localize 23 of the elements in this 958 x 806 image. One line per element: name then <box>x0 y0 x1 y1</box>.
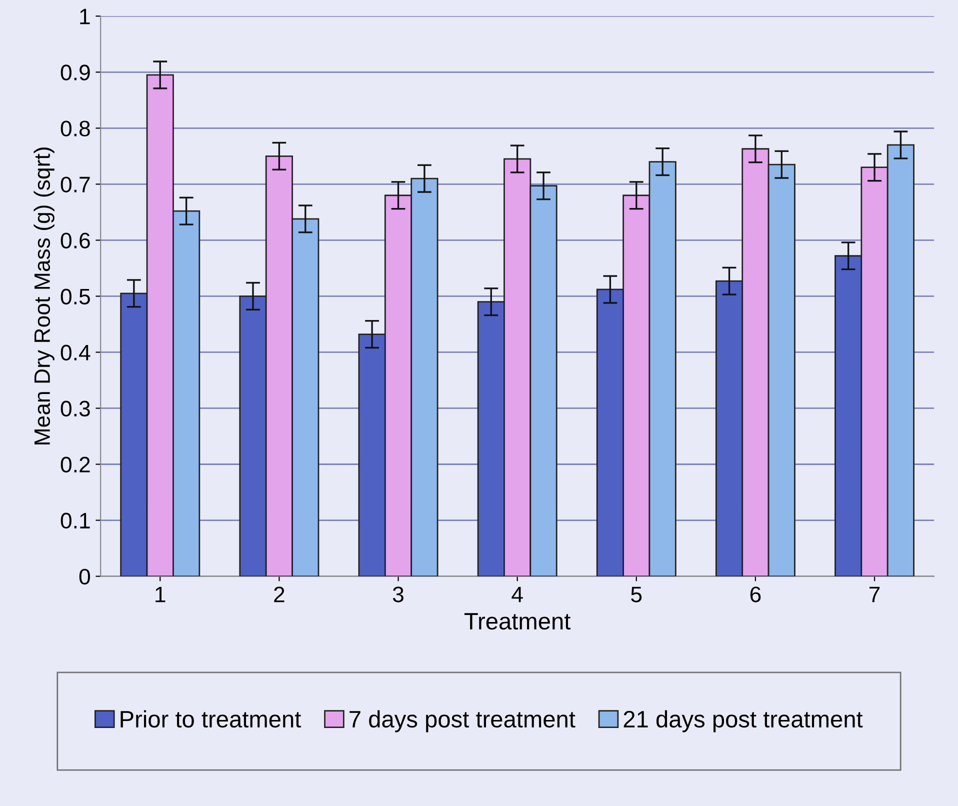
y-tick-label: 0.7 <box>60 176 90 192</box>
y-tick-label: 0.5 <box>60 288 90 304</box>
y-axis-title: Mean Dry Root Mass (g) (sqrt) <box>34 148 54 444</box>
y-tick-label: 0.8 <box>60 120 90 136</box>
y-tick-label: 0.4 <box>60 344 90 360</box>
x-tick-label: 5 <box>631 586 642 602</box>
legend-label: 7 days post treatment <box>350 710 576 732</box>
y-tick-label: 0.2 <box>60 456 90 473</box>
x-tick-label: 7 <box>869 586 880 602</box>
y-tick-label: 0.6 <box>60 232 90 248</box>
y-tick-label: 0.9 <box>60 64 90 80</box>
x-tick-label: 4 <box>512 586 523 602</box>
legend-label: 21 days post treatment <box>624 710 863 732</box>
x-axis-title: Treatment <box>464 613 571 630</box>
x-tick-label: 2 <box>274 586 284 602</box>
x-tick-label: 6 <box>750 586 761 602</box>
y-tick-label: 1 <box>80 8 90 24</box>
x-tick-label: 1 <box>156 586 166 602</box>
y-tick-label: 0.1 <box>60 512 90 529</box>
legend-label: Prior to treatment <box>120 710 302 728</box>
y-tick-label: 0 <box>79 568 90 585</box>
y-tick-label: 0.3 <box>60 400 90 417</box>
x-tick-label: 3 <box>392 586 404 602</box>
